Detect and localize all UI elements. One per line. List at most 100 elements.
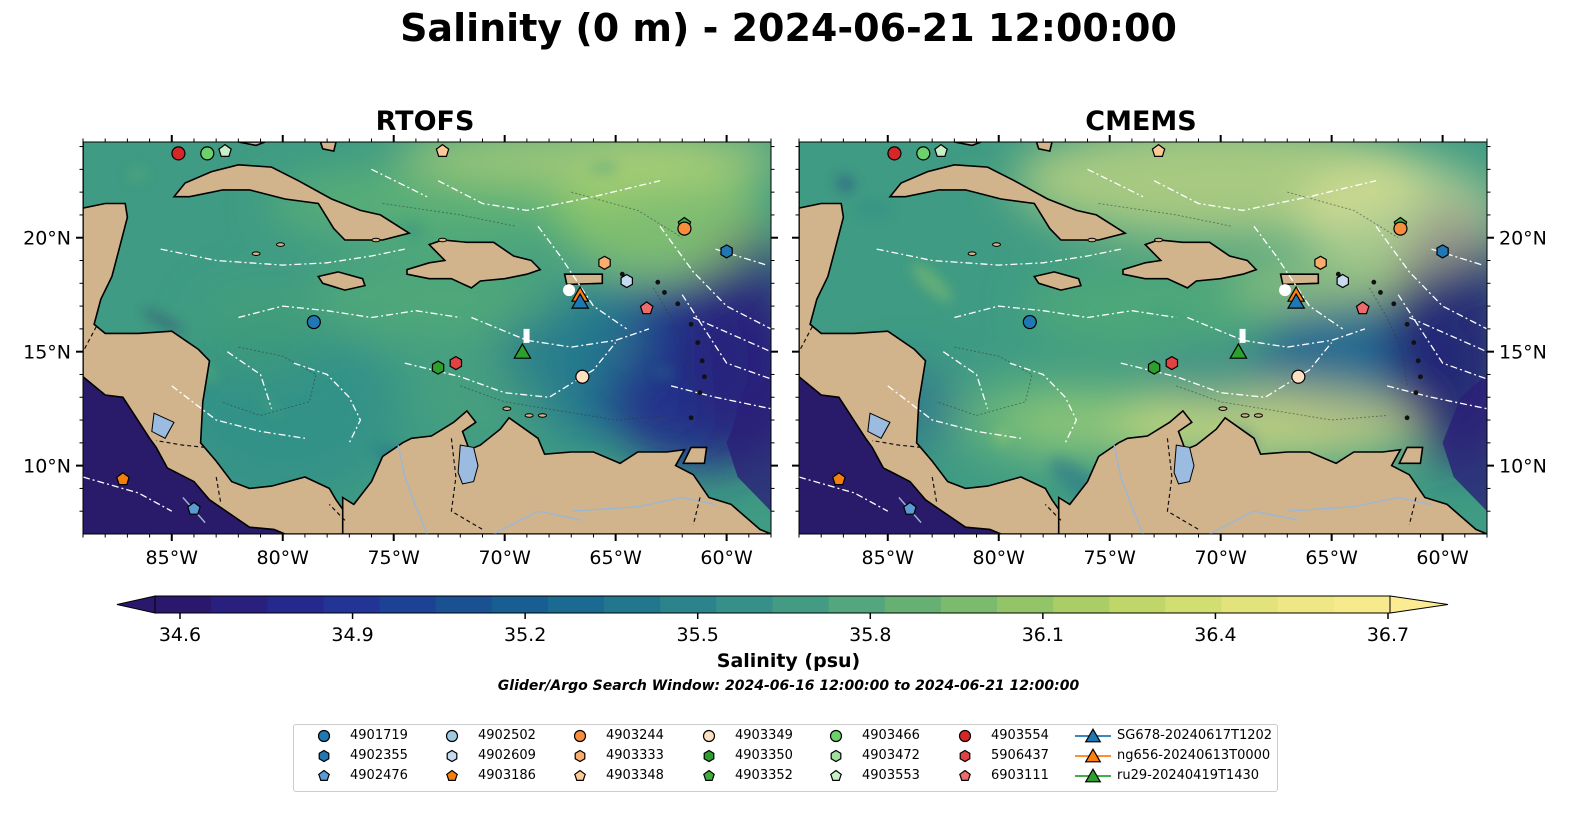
colorbar-segment	[1053, 596, 1110, 613]
legend-float-marker[interactable]	[574, 749, 586, 763]
legend-label: 4903350	[735, 748, 793, 763]
legend-float-marker[interactable]	[317, 729, 331, 743]
legend-label: 4902355	[350, 748, 408, 763]
legend-glider-marker[interactable]	[1084, 768, 1102, 783]
legend-label: 4903244	[606, 728, 664, 743]
legend-label: 4903333	[606, 748, 664, 763]
legend-label: 4903554	[991, 728, 1049, 743]
colorbar-segment	[772, 596, 830, 613]
colorbar-segment	[1221, 596, 1279, 613]
legend-float-marker[interactable]	[830, 749, 842, 763]
colorbar-segment	[323, 596, 381, 613]
colorbar-extend-min	[116, 595, 156, 614]
legend-label: 4903349	[735, 728, 793, 743]
colorbar-segment	[828, 596, 886, 613]
legend-label: SG678-20240617T1202	[1117, 728, 1273, 743]
colorbar-segment	[547, 596, 605, 613]
legend-float-marker[interactable]	[703, 769, 715, 781]
legend-glider-marker[interactable]	[1084, 748, 1102, 763]
legend-marker	[445, 729, 459, 743]
colorbar-label: Salinity (psu)	[716, 650, 861, 672]
legend: 4901719 4902355 4902476 4902502 4902609 49031…	[293, 724, 1278, 792]
legend-float-marker[interactable]	[445, 729, 459, 743]
legend-float-marker[interactable]	[446, 769, 458, 781]
legend-label: ru29-20240419T1430	[1117, 768, 1260, 783]
colorbar-segment	[155, 596, 212, 613]
legend-float-marker[interactable]	[959, 769, 971, 781]
legend-float-marker[interactable]	[830, 769, 842, 781]
colorbar-tick-label: 35.5	[677, 624, 719, 646]
legend-marker	[703, 749, 715, 763]
legend-marker	[958, 729, 972, 743]
legend-float-marker[interactable]	[446, 749, 458, 763]
legend-marker	[959, 749, 971, 763]
legend-marker	[573, 729, 587, 743]
colorbar-tick-label: 34.6	[159, 624, 201, 646]
colorbar-segment	[1109, 596, 1166, 613]
legend-marker	[830, 769, 842, 781]
legend-float-marker[interactable]	[318, 769, 330, 781]
legend-marker	[317, 729, 331, 743]
legend-marker	[1075, 728, 1111, 743]
colorbar-frame	[154, 595, 1391, 614]
legend-marker	[446, 749, 458, 763]
legend-float-marker[interactable]	[318, 749, 330, 763]
legend-label: 4903472	[862, 748, 920, 763]
legend-label: 4903466	[862, 728, 920, 743]
legend-label: 5906437	[991, 748, 1049, 763]
legend-marker	[446, 769, 458, 781]
legend-marker	[1075, 748, 1111, 763]
legend-float-marker[interactable]	[829, 729, 843, 743]
colorbar-segment	[211, 596, 268, 613]
search-window-caption: Glider/Argo Search Window: 2024-06-16 12…	[497, 678, 1080, 694]
legend-float-marker[interactable]	[702, 729, 716, 743]
colorbar-segment	[884, 596, 942, 613]
colorbar-tick-label: 35.8	[849, 624, 891, 646]
colorbar-tick-label: 36.4	[1194, 624, 1236, 646]
colorbar-extend-max	[1389, 595, 1449, 614]
colorbar-tick-label: 36.7	[1367, 624, 1409, 646]
legend-label: 4903348	[606, 768, 664, 783]
colorbar-segment	[1333, 596, 1391, 613]
legend-marker	[1075, 768, 1111, 783]
colorbar-segment	[716, 596, 773, 613]
panel-title-cmems: CMEMS	[1085, 106, 1197, 137]
colorbar-segment	[267, 596, 324, 613]
legend-marker	[318, 769, 330, 781]
legend-label: 4903352	[735, 768, 793, 783]
legend-float-marker[interactable]	[959, 749, 971, 763]
colorbar-segment	[604, 596, 661, 613]
legend-marker	[830, 749, 842, 763]
legend-label: ng656-20240613T0000	[1117, 748, 1271, 763]
legend-marker	[702, 729, 716, 743]
legend-float-marker[interactable]	[958, 729, 972, 743]
legend-label: 4902609	[478, 748, 536, 763]
colorbar-segment	[997, 596, 1054, 613]
colorbar: 34.6 34.9 35.2 35.5 35.8 36.1 36.4 36.7	[116, 595, 1449, 646]
legend-marker	[959, 769, 971, 781]
colorbar-segment	[491, 596, 549, 613]
legend-marker	[829, 729, 843, 743]
legend-label: 4902502	[478, 728, 536, 743]
colorbar-segment	[940, 596, 998, 613]
legend-float-marker[interactable]	[573, 729, 587, 743]
colorbar-tick-label: 36.1	[1022, 624, 1064, 646]
legend-marker	[703, 769, 715, 781]
legend-float-marker[interactable]	[574, 769, 586, 781]
legend-marker	[318, 749, 330, 763]
legend-marker	[574, 749, 586, 763]
legend-glider-marker[interactable]	[1084, 728, 1102, 743]
legend-marker	[574, 769, 586, 781]
colorbar-segment	[660, 596, 717, 613]
legend-label: 4903553	[862, 768, 920, 783]
colorbar-segment	[1277, 596, 1335, 613]
legend-label: 4901719	[350, 728, 408, 743]
colorbar-tick-label: 34.9	[331, 624, 373, 646]
colorbar-tick-label: 35.2	[504, 624, 546, 646]
legend-label: 4902476	[350, 768, 408, 783]
legend-float-marker[interactable]	[703, 749, 715, 763]
figure-title: Salinity (0 m) - 2024-06-21 12:00:00	[400, 6, 1177, 50]
colorbar-segment	[379, 596, 437, 613]
legend-label: 4903186	[478, 768, 536, 783]
panel-title-rtofs: RTOFS	[375, 106, 475, 137]
